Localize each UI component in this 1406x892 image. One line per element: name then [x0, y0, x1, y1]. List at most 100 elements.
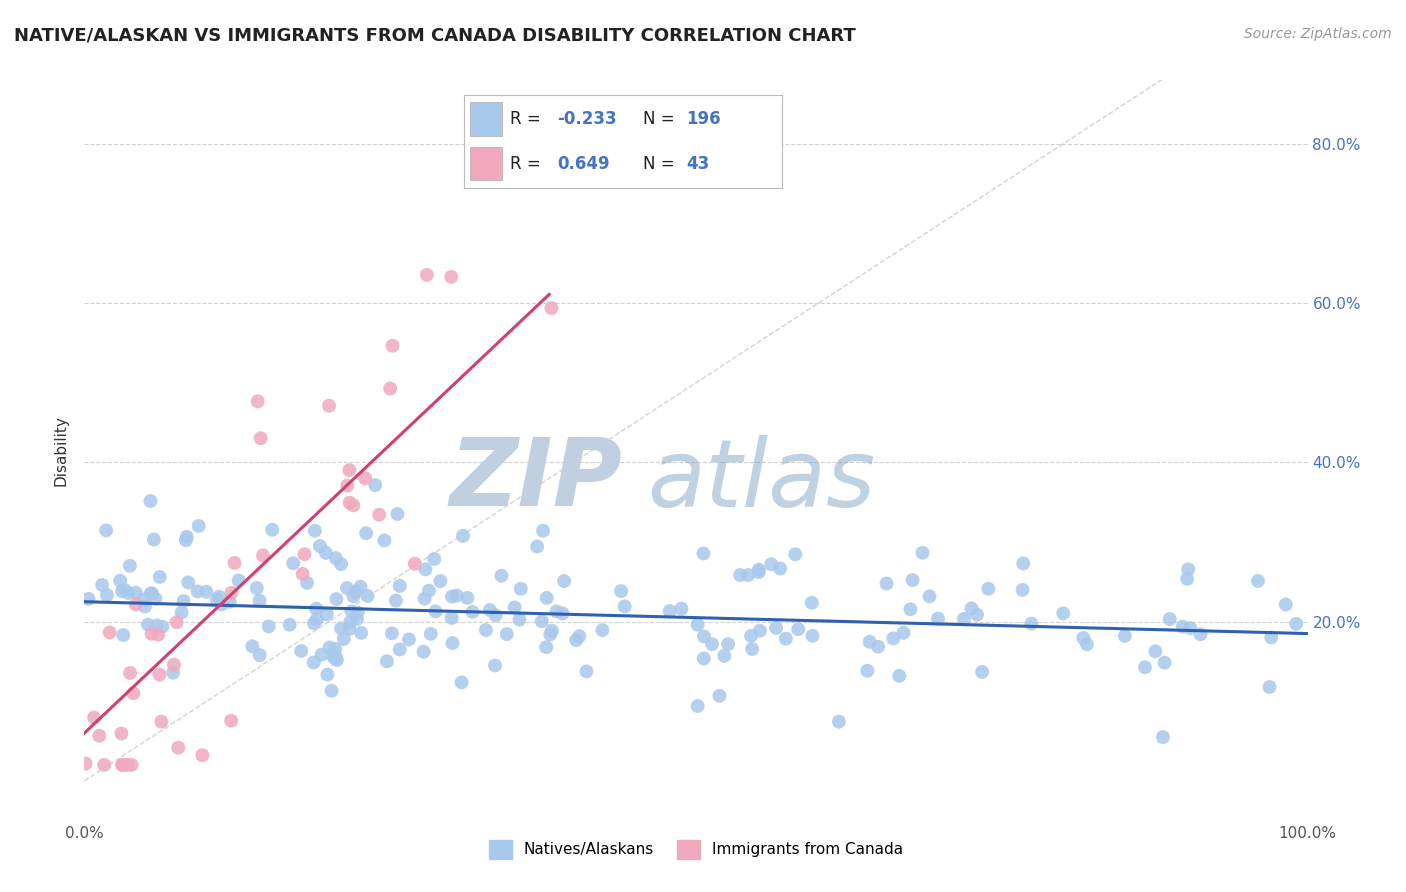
- Point: [195, 584, 218, 599]
- Point: [1189, 627, 1212, 641]
- Point: [700, 637, 723, 651]
- Point: [342, 499, 364, 513]
- Point: [141, 586, 163, 600]
- Point: [325, 650, 347, 665]
- Point: [737, 568, 759, 582]
- Point: [765, 621, 787, 635]
- Point: [176, 530, 198, 544]
- Point: [1258, 680, 1281, 694]
- Point: [143, 591, 166, 606]
- Point: [972, 665, 994, 679]
- Point: [540, 301, 562, 315]
- Point: [368, 508, 391, 522]
- Point: [740, 629, 762, 643]
- Point: [456, 591, 478, 605]
- Point: [125, 585, 148, 599]
- Point: [450, 675, 472, 690]
- Point: [224, 556, 246, 570]
- Point: [304, 524, 326, 538]
- Point: [356, 589, 378, 603]
- Point: [249, 648, 271, 662]
- Point: [509, 582, 531, 596]
- Point: [624, 168, 647, 182]
- Point: [344, 584, 367, 599]
- Point: [148, 667, 170, 681]
- Point: [205, 593, 228, 607]
- Point: [889, 669, 911, 683]
- Point: [150, 620, 173, 634]
- Point: [309, 539, 332, 553]
- Text: Source: ZipAtlas.com: Source: ZipAtlas.com: [1244, 27, 1392, 41]
- Point: [219, 714, 242, 728]
- Point: [526, 540, 548, 554]
- Point: [440, 269, 463, 284]
- Point: [484, 658, 506, 673]
- Point: [167, 740, 190, 755]
- Point: [413, 591, 436, 606]
- Point: [491, 568, 513, 582]
- Point: [412, 645, 434, 659]
- Point: [330, 557, 353, 571]
- Point: [398, 632, 420, 647]
- Point: [316, 607, 339, 622]
- Point: [218, 594, 240, 608]
- Point: [249, 593, 271, 607]
- Point: [354, 471, 377, 485]
- Point: [1274, 598, 1296, 612]
- Point: [441, 636, 464, 650]
- Point: [228, 574, 250, 588]
- Point: [177, 575, 200, 590]
- Point: [1285, 616, 1308, 631]
- Point: [96, 588, 118, 602]
- Point: [242, 640, 264, 654]
- Point: [136, 617, 159, 632]
- Point: [388, 642, 411, 657]
- Point: [404, 557, 426, 571]
- Point: [761, 558, 783, 572]
- Point: [686, 699, 709, 714]
- Point: [671, 601, 693, 615]
- Point: [336, 478, 359, 492]
- Point: [898, 602, 921, 616]
- Point: [381, 626, 404, 640]
- Point: [748, 624, 770, 638]
- Point: [91, 578, 114, 592]
- Point: [868, 640, 890, 654]
- Point: [295, 575, 318, 590]
- Point: [318, 640, 340, 655]
- Point: [977, 582, 1000, 596]
- Point: [451, 529, 474, 543]
- Point: [876, 576, 898, 591]
- Point: [330, 621, 353, 635]
- Point: [1011, 582, 1033, 597]
- Point: [120, 665, 142, 680]
- Point: [787, 622, 810, 636]
- Point: [291, 566, 314, 581]
- Point: [375, 654, 398, 668]
- Point: [339, 615, 361, 629]
- Y-axis label: Disability: Disability: [53, 415, 69, 486]
- Point: [423, 552, 446, 566]
- Point: [575, 665, 598, 679]
- Point: [856, 664, 879, 678]
- Point: [828, 714, 851, 729]
- Text: ZIP: ZIP: [450, 434, 623, 526]
- Point: [221, 586, 243, 600]
- Point: [530, 614, 553, 628]
- Point: [966, 607, 988, 622]
- Point: [278, 617, 301, 632]
- Point: [98, 625, 121, 640]
- Point: [283, 556, 305, 570]
- Point: [323, 641, 346, 656]
- Point: [425, 604, 447, 618]
- Point: [429, 574, 451, 588]
- Point: [174, 533, 197, 548]
- Point: [927, 612, 949, 626]
- Point: [801, 629, 824, 643]
- Legend: Natives/Alaskans, Immigrants from Canada: Natives/Alaskans, Immigrants from Canada: [482, 834, 910, 865]
- Point: [125, 598, 148, 612]
- Point: [911, 546, 934, 560]
- Point: [551, 607, 574, 621]
- Point: [187, 584, 209, 599]
- Point: [252, 549, 274, 563]
